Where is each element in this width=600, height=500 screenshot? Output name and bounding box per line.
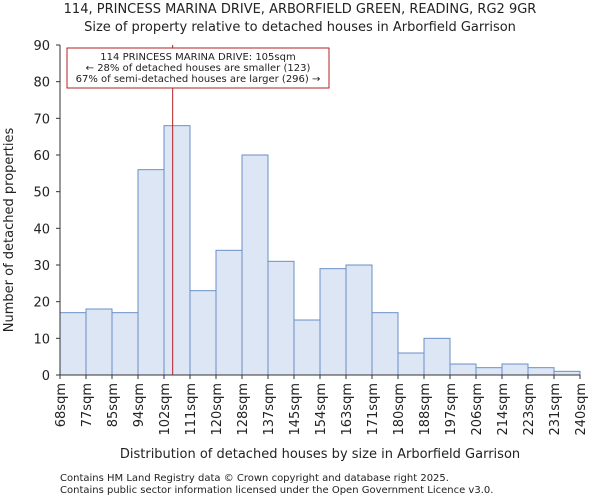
footer-line-1: Contains HM Land Registry data © Crown c… bbox=[60, 473, 449, 484]
x-tick-label-223sqm: 223sqm bbox=[522, 383, 537, 436]
bar-163sqm bbox=[345, 264, 373, 376]
bar-145sqm bbox=[293, 319, 321, 376]
bar-85sqm bbox=[111, 312, 139, 376]
y-tick-labels: 0 10 20 30 40 50 60 70 80 90 bbox=[33, 39, 60, 384]
bar-77sqm bbox=[85, 308, 113, 376]
x-tick-label-145sqm: 145sqm bbox=[288, 383, 303, 436]
annotation-line-1: 114 PRINCESS MARINA DRIVE: 105sqm bbox=[100, 52, 295, 63]
x-tick-label-231sqm: 231sqm bbox=[548, 383, 563, 436]
bar-180sqm bbox=[397, 352, 425, 376]
x-axis-label: Distribution of detached houses by size … bbox=[120, 447, 520, 462]
annotation: 114 PRINCESS MARINA DRIVE: 105sqm ← 28% … bbox=[66, 47, 330, 89]
x-tick-label-163sqm: 163sqm bbox=[340, 383, 355, 436]
y-tick-label-90: 90 bbox=[33, 39, 50, 54]
y-tick-label-20: 20 bbox=[33, 296, 50, 311]
footer-line-2: Contains public sector information licen… bbox=[60, 485, 494, 496]
x-tick-label-154sqm: 154sqm bbox=[314, 383, 329, 436]
chart-title: 114, PRINCESS MARINA DRIVE, ARBORFIELD G… bbox=[64, 2, 537, 17]
bar-188sqm bbox=[423, 337, 451, 376]
bar-171sqm bbox=[371, 312, 399, 376]
bar-206sqm bbox=[475, 367, 503, 376]
y-tick-label-60: 60 bbox=[33, 149, 50, 164]
y-tick-label-10: 10 bbox=[33, 332, 50, 347]
x-tick-label-206sqm: 206sqm bbox=[470, 383, 485, 436]
y-tick-label-40: 40 bbox=[33, 222, 50, 237]
bar-154sqm bbox=[319, 268, 347, 376]
bar-68sqm bbox=[59, 312, 87, 376]
bar-102sqm bbox=[163, 125, 191, 376]
bar-223sqm bbox=[527, 367, 555, 376]
y-tick-label-30: 30 bbox=[33, 259, 50, 274]
y-tick-label-50: 50 bbox=[33, 186, 50, 201]
bars bbox=[59, 125, 581, 376]
bar-214sqm bbox=[501, 363, 529, 376]
bar-128sqm bbox=[241, 154, 269, 376]
x-tick-label-171sqm: 171sqm bbox=[366, 383, 381, 436]
y-tick-label-80: 80 bbox=[33, 76, 50, 91]
x-tick-labels: 68sqm 77sqm 85sqm 94sqm 102sqm 111sqm 120sqm 12… bbox=[54, 375, 589, 436]
annotation-line-2: ← 28% of detached houses are smaller (12… bbox=[86, 63, 311, 74]
bar-94sqm bbox=[137, 169, 165, 376]
x-tick-label-85sqm: 85sqm bbox=[106, 383, 121, 427]
bar-120sqm bbox=[215, 249, 243, 376]
x-tick-label-180sqm: 180sqm bbox=[392, 383, 407, 436]
x-tick-label-77sqm: 77sqm bbox=[80, 383, 95, 427]
bar-231sqm bbox=[553, 370, 581, 376]
annotation-line-3: 67% of semi-detached houses are larger (… bbox=[76, 74, 321, 85]
x-tick-label-240sqm: 240sqm bbox=[574, 383, 589, 436]
annotation-box bbox=[66, 47, 330, 89]
x-tick-label-120sqm: 120sqm bbox=[210, 383, 225, 436]
bar-137sqm bbox=[267, 260, 295, 376]
chart-subtitle: Size of property relative to detached ho… bbox=[84, 20, 516, 35]
x-tick-label-102sqm: 102sqm bbox=[158, 383, 173, 436]
x-tick-label-214sqm: 214sqm bbox=[496, 383, 511, 436]
x-tick-label-128sqm: 128sqm bbox=[236, 383, 251, 436]
y-tick-label-0: 0 bbox=[42, 369, 50, 384]
y-tick-label-70: 70 bbox=[33, 112, 50, 127]
x-tick-label-68sqm: 68sqm bbox=[54, 383, 69, 427]
y-axis-label: Number of detached properties bbox=[2, 128, 17, 333]
x-tick-label-197sqm: 197sqm bbox=[444, 383, 459, 436]
x-tick-label-137sqm: 137sqm bbox=[262, 383, 277, 436]
x-tick-label-111sqm: 111sqm bbox=[184, 383, 199, 436]
x-tick-label-188sqm: 188sqm bbox=[418, 383, 433, 436]
bar-111sqm bbox=[189, 290, 217, 376]
bar-197sqm bbox=[449, 363, 477, 376]
x-tick-label-94sqm: 94sqm bbox=[132, 383, 147, 427]
